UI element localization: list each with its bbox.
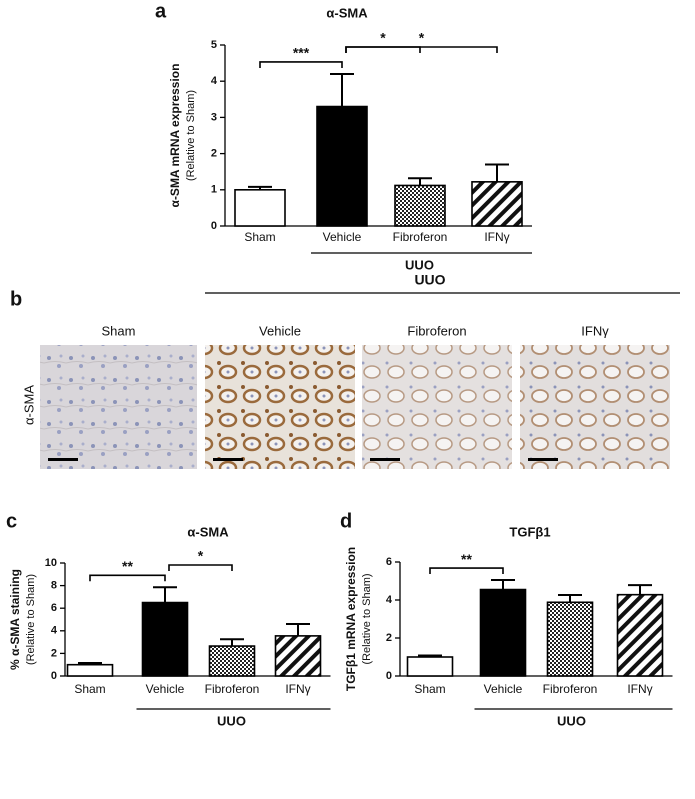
y-tick-label: 1 — [211, 184, 217, 196]
x-tick-label: Vehicle — [484, 682, 523, 696]
x-tick-label: Fibroferon — [543, 682, 598, 696]
y-tick-label: 6 — [51, 602, 57, 614]
y-tick-label: 6 — [386, 556, 392, 568]
panel-letter: d — [340, 510, 352, 532]
significance-bracket — [345, 46, 498, 53]
column-label: Fibroferon — [407, 323, 466, 338]
panel-letter: a — [155, 0, 167, 22]
panel-letter: c — [6, 510, 17, 532]
y-axis-sublabel: (Relative to Sham) — [25, 574, 37, 665]
row-label: α-SMA — [21, 385, 36, 425]
scale-bar — [48, 458, 78, 461]
y-tick-label: 4 — [386, 594, 393, 606]
bar — [471, 181, 523, 227]
y-tick-label: 4 — [211, 75, 218, 87]
micrograph — [362, 345, 512, 469]
x-tick-label: Vehicle — [323, 230, 362, 244]
chart-title: TGFβ1 — [509, 524, 550, 539]
significance-bracket — [89, 574, 166, 582]
y-axis-sublabel: (Relative to Sham) — [361, 573, 373, 664]
scale-bar — [213, 458, 243, 461]
x-tick-label: Vehicle — [146, 682, 185, 696]
column-label: Vehicle — [259, 323, 301, 338]
y-tick-label: 2 — [386, 632, 392, 644]
micrograph — [40, 345, 197, 469]
chart: a α-SMA α-SMA mRNA expression (Relative to … — [155, 0, 532, 272]
y-axis-sublabel: (Relative to Sham) — [185, 90, 197, 181]
chart: c α-SMA % α-SMA staining (Relative to Sham)… — [6, 510, 331, 728]
y-tick-label: 4 — [51, 625, 58, 637]
x-tick-label: IFNγ — [285, 682, 310, 696]
x-tick-label: Sham — [74, 682, 105, 696]
x-tick-label: IFNγ — [484, 230, 509, 244]
bar — [479, 588, 527, 677]
scale-bar — [528, 458, 558, 461]
x-tick-label: Fibroferon — [205, 682, 260, 696]
group-label: UUO — [217, 713, 246, 728]
bar — [316, 105, 368, 227]
y-tick-label: 0 — [211, 220, 217, 232]
chart-title: α-SMA — [326, 5, 368, 20]
bar — [66, 663, 114, 677]
column-label: Sham — [102, 323, 136, 338]
scale-bar — [370, 458, 400, 461]
y-tick-label: 10 — [45, 557, 57, 569]
y-axis-label: α-SMA mRNA expression — [168, 64, 182, 208]
significance-bracket — [429, 567, 504, 575]
micrograph — [205, 345, 355, 469]
bar — [406, 656, 454, 677]
bar — [616, 593, 664, 677]
significance-label: * — [198, 548, 204, 564]
y-tick-label: 0 — [51, 670, 57, 682]
group-label: UUO — [557, 713, 586, 728]
chart: d TGFβ1 TGFβ1 mRNA expression (Relative to … — [340, 510, 673, 728]
significance-label: * — [380, 30, 386, 46]
bar — [546, 601, 594, 677]
column-label: IFNγ — [581, 323, 609, 338]
y-axis-label: % α-SMA staining — [8, 569, 22, 670]
bar — [234, 189, 286, 227]
significance-bracket — [259, 61, 343, 68]
significance-label: ** — [122, 558, 133, 574]
significance-label: * — [419, 30, 425, 46]
significance-bracket — [168, 564, 233, 571]
y-tick-label: 5 — [211, 39, 217, 51]
significance-label: *** — [293, 45, 310, 61]
y-tick-label: 3 — [211, 111, 217, 123]
y-tick-label: 2 — [51, 647, 57, 659]
chart-title: α-SMA — [187, 524, 229, 539]
panel-b: b UUO α-SMA — [10, 272, 680, 425]
panel-letter: b — [10, 288, 22, 310]
significance-bracket — [345, 46, 421, 53]
bar — [274, 635, 322, 677]
x-tick-label: Sham — [244, 230, 275, 244]
y-tick-label: 2 — [211, 148, 217, 160]
bar — [141, 601, 189, 677]
micrograph — [520, 345, 670, 469]
x-tick-label: Fibroferon — [393, 230, 448, 244]
y-tick-label: 0 — [386, 670, 392, 682]
significance-label: ** — [461, 551, 472, 567]
group-label: UUO — [405, 257, 434, 272]
x-tick-label: Sham — [414, 682, 445, 696]
y-tick-label: 8 — [51, 580, 57, 592]
y-axis-label: TGFβ1 mRNA expression — [344, 547, 358, 691]
bar — [394, 184, 446, 227]
group-label: UUO — [414, 272, 445, 288]
x-tick-label: IFNγ — [627, 682, 652, 696]
bar — [208, 645, 256, 677]
